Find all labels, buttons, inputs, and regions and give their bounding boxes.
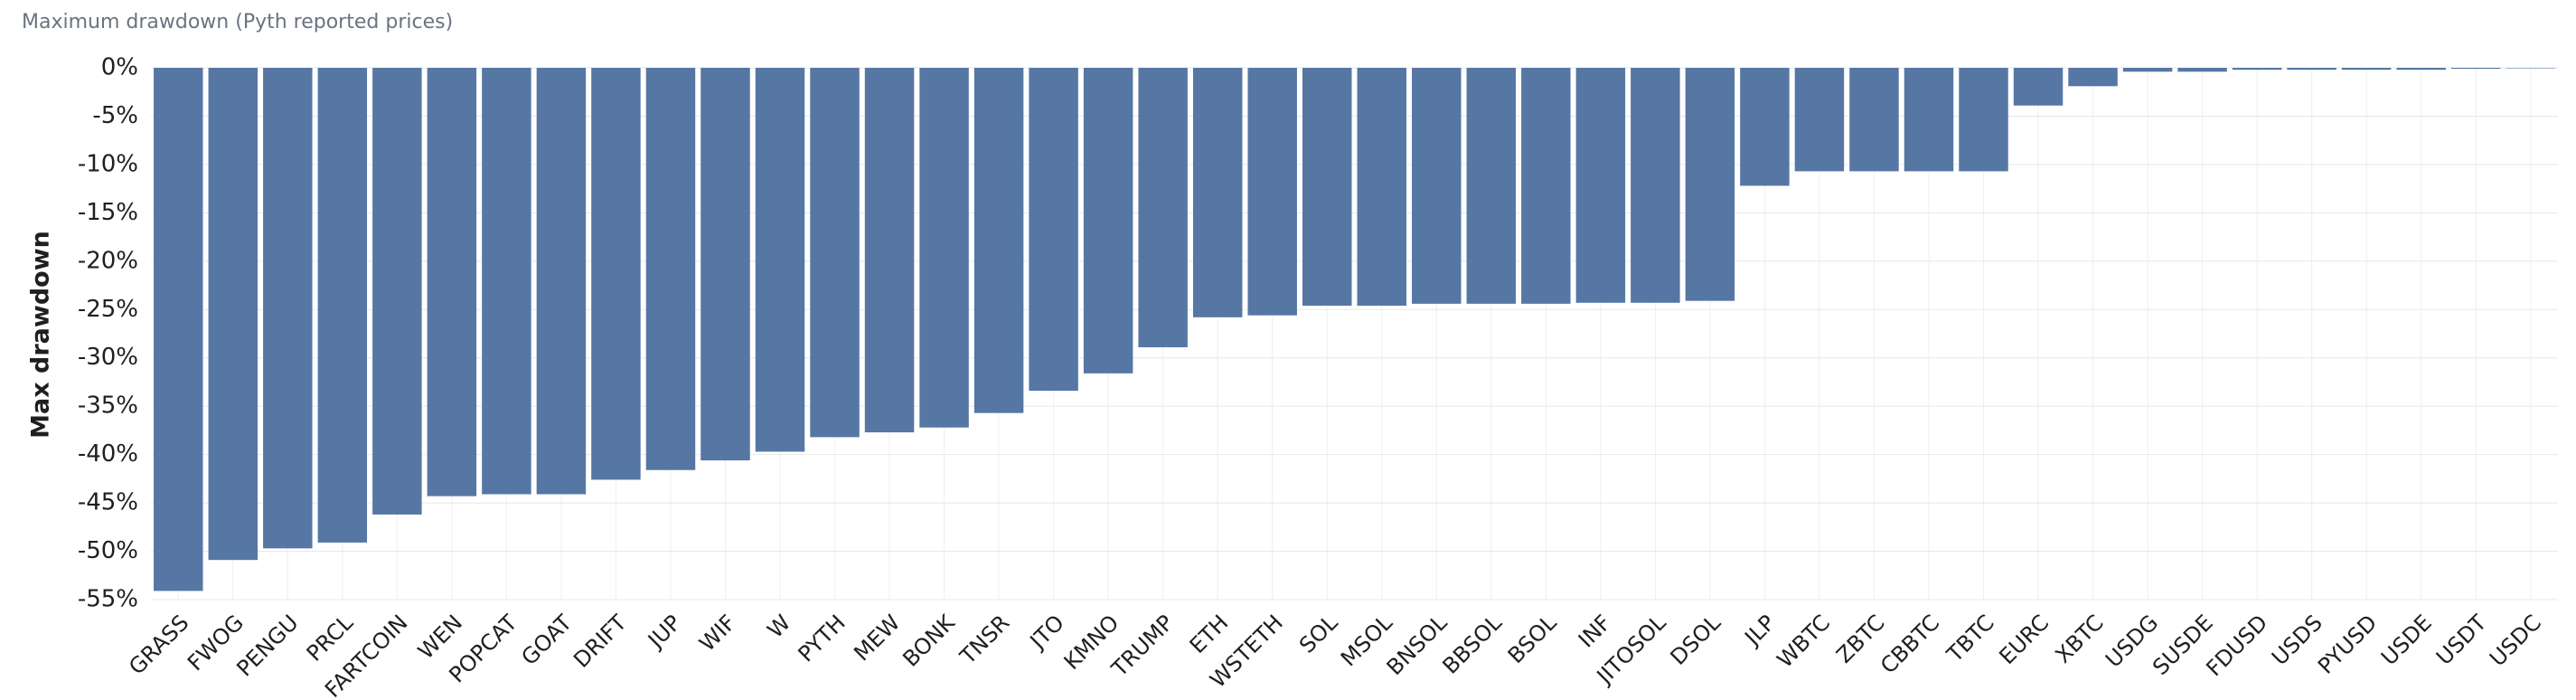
bar: [208, 68, 259, 561]
y-tick-label: -55%: [78, 586, 138, 613]
bar: [973, 68, 1024, 413]
bar: [1521, 68, 1571, 304]
bar: [2232, 68, 2282, 71]
x-tick-label: GRASS: [124, 610, 193, 679]
bar: [864, 68, 915, 433]
bar: [2287, 68, 2336, 71]
bar: [536, 68, 587, 495]
y-tick-label: -35%: [78, 393, 138, 420]
bar: [810, 68, 860, 438]
y-tick-label: -20%: [78, 247, 138, 274]
bar: [1631, 68, 1680, 303]
x-tick-label: MEW: [849, 610, 905, 666]
y-tick-label: -10%: [78, 150, 138, 177]
bar: [154, 68, 203, 591]
bar: [645, 68, 696, 470]
x-tick-label: JUP: [642, 610, 686, 654]
x-tick-label: W: [763, 610, 796, 643]
bar: [700, 68, 750, 461]
bar: [1083, 68, 1133, 374]
x-tick-label: SOL: [1294, 610, 1343, 658]
x-tick-label: USDE: [2376, 610, 2437, 670]
bar: [1740, 68, 1790, 186]
x-tick-label: WIF: [694, 610, 740, 656]
bar: [1412, 68, 1462, 304]
bar: [1357, 68, 1406, 306]
x-tick-label: USDT: [2431, 610, 2492, 670]
x-tick-label: USDC: [2485, 610, 2546, 671]
bar: [591, 68, 641, 480]
y-tick-label: -40%: [78, 440, 138, 468]
bar: [2505, 68, 2555, 69]
x-tick-label: JLP: [1739, 610, 1781, 651]
x-tick-label: BNSOL: [1382, 610, 1453, 680]
x-tick-label: DSOL: [1666, 610, 1726, 670]
y-tick-label: 0%: [101, 54, 138, 81]
x-tick-label: TNSR: [954, 610, 1014, 669]
bar: [2450, 68, 2501, 70]
bar: [1247, 68, 1297, 316]
x-tick-label: JTO: [1024, 610, 1069, 655]
bar: [1959, 68, 2008, 172]
x-tick-label: DRIFT: [569, 610, 632, 673]
y-axis-title: Max drawdown: [27, 231, 55, 439]
x-tick-label: CBBTC: [1876, 610, 1944, 678]
chart-title: Maximum drawdown (Pyth reported prices): [22, 11, 453, 33]
x-tick-label: XBTC: [2050, 610, 2108, 667]
bar: [1575, 68, 1626, 303]
bar: [1849, 68, 1899, 172]
bar: [1904, 68, 1954, 172]
bar: [1138, 68, 1188, 347]
y-tick-label: -15%: [78, 199, 138, 226]
bar: [372, 68, 422, 515]
bar: [1466, 68, 1517, 304]
y-tick-label: -45%: [78, 489, 138, 516]
x-tick-label: INF: [1574, 610, 1616, 652]
x-tick-label: BSOL: [1503, 610, 1562, 668]
x-tick-label: ETH: [1185, 610, 1234, 658]
bar: [1302, 68, 1352, 306]
bar: [2013, 68, 2064, 106]
bar: [427, 68, 477, 497]
bar: [2122, 68, 2173, 72]
x-tick-label: GOAT: [516, 610, 577, 670]
bar: [1192, 68, 1243, 317]
x-tick-label: BBSOL: [1438, 610, 1508, 679]
bar: [919, 68, 969, 428]
bar: [1794, 68, 1845, 172]
bar: [2068, 68, 2118, 87]
x-tick-label: PYTH: [794, 610, 851, 667]
y-tick-label: -30%: [78, 344, 138, 371]
y-tick-label: -5%: [92, 102, 138, 129]
bar: [263, 68, 313, 549]
x-tick-label: EURC: [1994, 610, 2054, 669]
x-tick-label: TRUMP: [1106, 610, 1179, 682]
bar: [317, 68, 368, 543]
y-tick-label: -25%: [78, 296, 138, 323]
x-tick-label: PYUSD: [2313, 610, 2382, 678]
bar: [2341, 68, 2392, 71]
x-tick-label: BONK: [898, 610, 960, 672]
x-tick-label: FDUSD: [2201, 610, 2272, 681]
bar: [2177, 68, 2227, 72]
bar: [2396, 68, 2446, 71]
y-tick-label: -50%: [78, 537, 138, 564]
x-tick-label: WBTC: [1772, 610, 1835, 672]
x-tick-label: TBTC: [1941, 610, 1999, 667]
x-tick-label: PENGU: [231, 610, 303, 681]
bar: [1029, 68, 1078, 392]
bar: [1685, 68, 1735, 301]
bar: [755, 68, 805, 452]
bar: [482, 68, 531, 495]
